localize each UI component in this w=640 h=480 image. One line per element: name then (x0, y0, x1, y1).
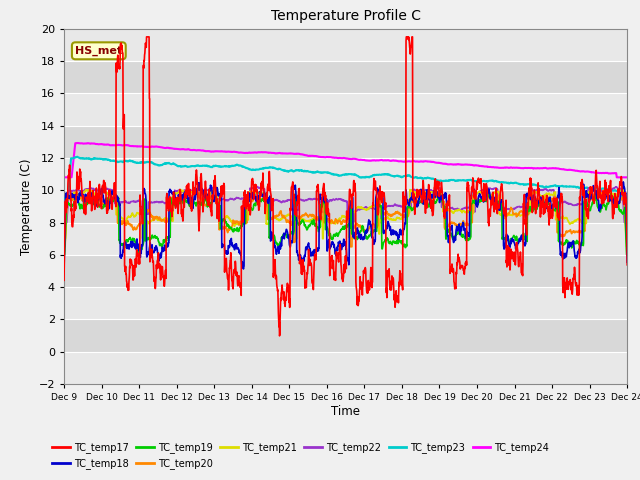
TC_temp17 (607, 196, 615, 202)
TC_temp19 (436, 190, 444, 196)
TC_temp23 (60, 195, 68, 201)
TC_temp17 (276, 333, 284, 339)
Line: TC_temp20: TC_temp20 (64, 191, 627, 247)
TC_temp19 (334, 233, 342, 239)
TC_temp20 (607, 196, 615, 202)
Bar (64, 61, 627, 94)
TC_temp19 (60, 252, 68, 258)
Bar (64, 94, 627, 126)
TC_temp18 (607, 194, 614, 200)
TC_temp21 (607, 191, 615, 197)
TC_temp22 (60, 220, 68, 226)
TC_temp18 (607, 195, 614, 201)
TC_temp24 (334, 155, 342, 161)
TC_temp18 (620, 179, 627, 185)
TC_temp23 (607, 187, 615, 193)
Title: Temperature Profile C: Temperature Profile C (271, 10, 420, 24)
TC_temp20 (334, 219, 342, 225)
TC_temp19 (623, 252, 631, 258)
TC_temp18 (60, 268, 68, 274)
TC_temp20 (89, 200, 97, 206)
Line: TC_temp23: TC_temp23 (64, 156, 627, 198)
TC_temp23 (89, 156, 97, 162)
TC_temp20 (319, 197, 327, 203)
TC_temp23 (623, 195, 631, 201)
Bar (64, 190, 627, 223)
Bar (64, 29, 627, 61)
TC_temp21 (334, 217, 342, 223)
TC_temp22 (607, 187, 615, 193)
TC_temp17 (607, 189, 615, 195)
TC_temp19 (319, 201, 327, 207)
Bar (64, 126, 627, 158)
Line: TC_temp17: TC_temp17 (64, 37, 627, 336)
TC_temp21 (623, 236, 631, 241)
TC_temp24 (504, 165, 511, 170)
TC_temp20 (60, 244, 68, 250)
TC_temp19 (504, 235, 511, 241)
TC_temp17 (319, 182, 327, 188)
Bar (64, 319, 627, 352)
TC_temp20 (607, 198, 614, 204)
Line: TC_temp19: TC_temp19 (64, 193, 627, 255)
TC_temp21 (212, 184, 220, 190)
TC_temp21 (89, 190, 97, 195)
TC_temp24 (74, 140, 82, 146)
TC_temp24 (60, 174, 68, 180)
Text: HS_met: HS_met (76, 46, 122, 56)
TC_temp24 (607, 170, 615, 176)
TC_temp24 (319, 154, 327, 160)
TC_temp20 (504, 211, 511, 217)
TC_temp17 (60, 277, 68, 283)
Bar (64, 287, 627, 319)
Line: TC_temp24: TC_temp24 (64, 143, 627, 177)
TC_temp22 (607, 188, 614, 193)
TC_temp22 (253, 184, 261, 190)
TC_temp21 (504, 211, 511, 216)
Line: TC_temp22: TC_temp22 (64, 187, 627, 223)
TC_temp17 (504, 246, 512, 252)
Line: TC_temp21: TC_temp21 (64, 187, 627, 239)
TC_temp17 (89, 187, 97, 193)
TC_temp22 (89, 186, 97, 192)
TC_temp23 (334, 172, 342, 178)
TC_temp19 (607, 191, 615, 196)
TC_temp23 (319, 169, 327, 175)
TC_temp24 (607, 170, 614, 176)
TC_temp17 (143, 34, 150, 40)
Line: TC_temp18: TC_temp18 (64, 182, 627, 271)
TC_temp18 (334, 243, 342, 249)
Legend: TC_temp17, TC_temp18, TC_temp19, TC_temp20, TC_temp21, TC_temp22, TC_temp23, TC_: TC_temp17, TC_temp18, TC_temp19, TC_temp… (49, 439, 553, 473)
TC_temp23 (607, 187, 614, 193)
Bar (64, 158, 627, 190)
TC_temp18 (89, 193, 97, 199)
TC_temp23 (504, 180, 511, 186)
TC_temp22 (334, 197, 342, 203)
Bar (64, 352, 627, 384)
TC_temp17 (335, 258, 342, 264)
TC_temp22 (319, 210, 327, 216)
TC_temp20 (600, 188, 607, 193)
Bar (64, 255, 627, 287)
TC_temp18 (319, 195, 327, 201)
TC_temp24 (623, 174, 631, 180)
TC_temp22 (623, 220, 631, 226)
TC_temp23 (74, 154, 81, 159)
Y-axis label: Temperature (C): Temperature (C) (20, 158, 33, 255)
TC_temp20 (623, 244, 631, 250)
Bar (64, 223, 627, 255)
TC_temp24 (89, 141, 97, 146)
TC_temp21 (319, 236, 327, 241)
TC_temp22 (504, 206, 511, 212)
TC_temp21 (607, 191, 614, 196)
TC_temp19 (607, 192, 614, 198)
TC_temp17 (623, 262, 631, 268)
TC_temp19 (89, 200, 97, 206)
TC_temp21 (60, 236, 68, 241)
TC_temp18 (504, 236, 511, 242)
TC_temp18 (623, 259, 631, 265)
X-axis label: Time: Time (331, 405, 360, 418)
